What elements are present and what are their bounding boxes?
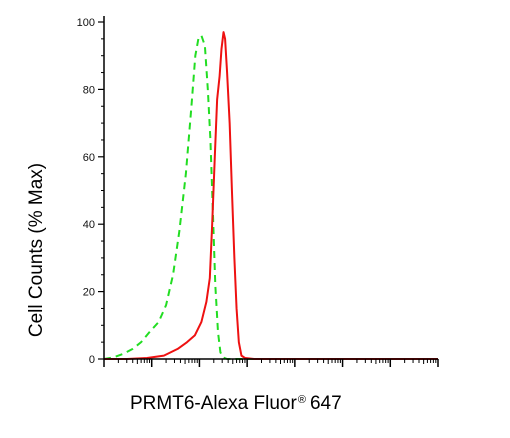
y-axis-title: Cell Counts (% Max) [26, 163, 47, 337]
y-tick-label: 20 [83, 287, 95, 299]
x-axis-title-main: PRMT6-Alexa Fluor [130, 393, 297, 414]
x-axis-title-suffix: 647 [310, 393, 342, 414]
y-tick-label: 60 [83, 152, 95, 164]
x-axis-title-registered-mark: ® [298, 394, 306, 406]
series-2-solid-curve [104, 31, 438, 360]
x-axis-title: PRMT6-Alexa Fluor® 647 [130, 393, 342, 414]
series-layer [103, 31, 438, 360]
y-tick-label: 80 [83, 84, 95, 96]
series-1-dashed-curve [103, 34, 438, 360]
y-tick-label: 0 [89, 354, 95, 366]
label-layer: Cell Counts (% Max) PRMT6-Alexa Fluor® 64… [26, 163, 342, 414]
axis-layer: 0 20 40 60 80 100 [77, 16, 439, 367]
y-tick-label: 40 [83, 219, 95, 231]
y-tick-label: 100 [77, 17, 95, 29]
